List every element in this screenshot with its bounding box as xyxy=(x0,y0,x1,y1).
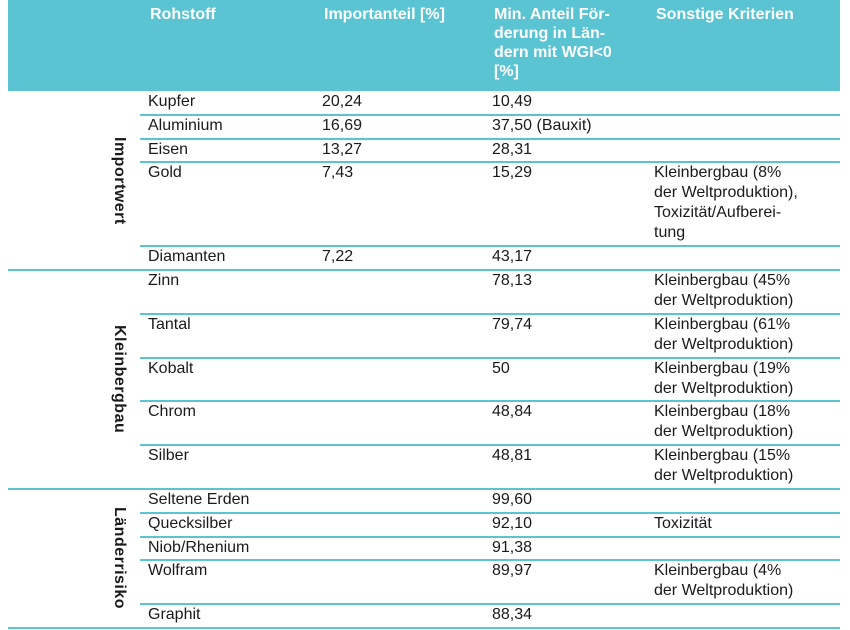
cell-importanteil: 20,24 xyxy=(322,93,363,110)
group-label-text: Länderrisiko xyxy=(111,507,128,610)
kriterien-line: der Weltproduktion) xyxy=(654,467,794,485)
group-label-text: Kleinbergbau xyxy=(111,325,128,434)
cell-rohstoff: Quecksilber xyxy=(148,514,233,532)
cell-min-anteil: 79,74 xyxy=(492,315,533,333)
header-sonstige-kriterien: Sonstige Kriterien xyxy=(656,6,794,23)
cell-min-anteil: 10,49 xyxy=(492,93,533,110)
cell-min-anteil: 48,84 xyxy=(492,403,533,421)
row-divider xyxy=(140,245,840,248)
kriterien-line: Toxizität/Aufberei- xyxy=(654,204,782,222)
row-divider xyxy=(140,535,840,538)
cell-sonstige-kriterien: Kleinbergbau (15% der Weltproduktion) xyxy=(654,446,793,486)
kriterien-line: Toxizität xyxy=(654,514,712,532)
row-divider xyxy=(140,603,840,606)
kriterien-line: der Weltproduktion) xyxy=(654,423,794,441)
group-label: Länderrisiko xyxy=(104,489,134,628)
cell-rohstoff: Kupfer xyxy=(148,93,196,110)
row-divider xyxy=(140,400,840,403)
cell-sonstige-kriterien: Kleinbergbau (4% der Weltproduktion) xyxy=(654,561,793,601)
header-rohstoff: Rohstoff xyxy=(150,6,216,23)
cell-min-anteil: 50 xyxy=(492,359,510,377)
header-importanteil: Importanteil [%] xyxy=(324,6,445,23)
cell-rohstoff: Graphit xyxy=(148,606,201,624)
header-min-anteil-line: [%] xyxy=(494,63,519,80)
header-min-anteil-line: Min. Anteil För- xyxy=(494,6,610,23)
cell-min-anteil: 89,97 xyxy=(492,562,533,580)
group-divider xyxy=(8,488,840,490)
cell-min-anteil: 28,31 xyxy=(492,140,533,158)
cell-min-anteil: 37,50 (Bauxit) xyxy=(492,116,592,134)
cell-sonstige-kriterien: Kleinbergbau (18% der Weltproduktion) xyxy=(654,402,793,442)
row-divider xyxy=(140,511,840,514)
cell-rohstoff: Niob/Rhenium xyxy=(148,538,250,556)
cell-rohstoff: Zinn xyxy=(148,272,180,289)
group-label: Importwert xyxy=(104,91,134,270)
row-divider xyxy=(140,137,840,140)
row-divider xyxy=(140,161,840,164)
group-divider xyxy=(8,269,840,271)
cell-rohstoff: Diamanten xyxy=(148,248,226,266)
kriterien-line: der Weltproduktion) xyxy=(654,379,794,397)
cell-rohstoff: Kobalt xyxy=(148,359,194,377)
cell-importanteil: 7,22 xyxy=(322,248,354,266)
cell-min-anteil: 78,13 xyxy=(492,272,533,289)
kriterien-line: der Weltproduktion) xyxy=(654,335,794,353)
kriterien-line: der Weltproduktion) xyxy=(654,582,794,600)
kriterien-line: Kleinbergbau (18% xyxy=(654,403,791,421)
cell-rohstoff: Eisen xyxy=(148,140,189,158)
kriterien-line: Kleinbergbau (61% xyxy=(654,315,791,333)
cell-sonstige-kriterien: Kleinbergbau (61% der Weltproduktion) xyxy=(654,315,793,355)
group-label-text: Importwert xyxy=(111,136,128,225)
cell-rohstoff: Gold xyxy=(148,164,182,182)
cell-sonstige-kriterien: Toxizität xyxy=(654,514,712,534)
kriterien-line: tung xyxy=(654,224,686,242)
cell-rohstoff: Seltene Erden xyxy=(148,491,250,508)
cell-sonstige-kriterien: Kleinbergbau (19% der Weltproduktion) xyxy=(654,359,793,399)
header-min-anteil-line: dern mit WGI<0 xyxy=(494,44,612,61)
cell-importanteil: 13,27 xyxy=(322,140,363,158)
cell-min-anteil: 99,60 xyxy=(492,491,533,508)
cell-min-anteil: 43,17 xyxy=(492,248,533,266)
group-label: Kleinbergbau xyxy=(104,270,134,489)
table-bottom-border xyxy=(8,627,840,629)
header-min-anteil: Min. Anteil För- derung in Län- dern mit… xyxy=(494,5,654,81)
kriterien-line: der Weltproduktion), xyxy=(654,184,798,202)
header-min-anteil-line: derung in Län- xyxy=(494,25,606,42)
cell-rohstoff: Chrom xyxy=(148,403,197,421)
cell-min-anteil: 48,81 xyxy=(492,447,533,465)
cell-importanteil: 7,43 xyxy=(322,164,354,182)
cell-rohstoff: Silber xyxy=(148,447,189,465)
row-divider xyxy=(140,312,840,315)
cell-rohstoff: Tantal xyxy=(148,315,191,333)
cell-rohstoff: Wolfram xyxy=(148,562,208,580)
kriterien-line: Kleinbergbau (4% xyxy=(654,562,782,580)
kriterien-line: Kleinbergbau (15% xyxy=(654,447,791,465)
cell-min-anteil: 88,34 xyxy=(492,606,533,624)
kriterien-line: Kleinbergbau (45% xyxy=(654,272,791,289)
cell-importanteil: 16,69 xyxy=(322,116,363,134)
cell-sonstige-kriterien: Kleinbergbau (45% der Weltproduktion) xyxy=(654,271,793,311)
row-divider xyxy=(140,444,840,447)
kriterien-line: der Weltproduktion) xyxy=(654,292,794,309)
cell-min-anteil: 91,38 xyxy=(492,538,533,556)
cell-sonstige-kriterien: Kleinbergbau (8% der Weltproduktion), Toxi… xyxy=(654,163,798,243)
row-divider xyxy=(140,559,840,562)
kriterien-line: Kleinbergbau (8% xyxy=(654,164,782,182)
row-divider xyxy=(140,113,840,116)
row-divider xyxy=(140,356,840,359)
table-header: Rohstoff Importanteil [%] Min. Anteil Fö… xyxy=(8,0,840,91)
cell-rohstoff: Aluminium xyxy=(148,116,223,134)
cell-min-anteil: 15,29 xyxy=(492,164,533,182)
kriterien-line: Kleinbergbau (19% xyxy=(654,359,791,377)
cell-min-anteil: 92,10 xyxy=(492,514,533,532)
